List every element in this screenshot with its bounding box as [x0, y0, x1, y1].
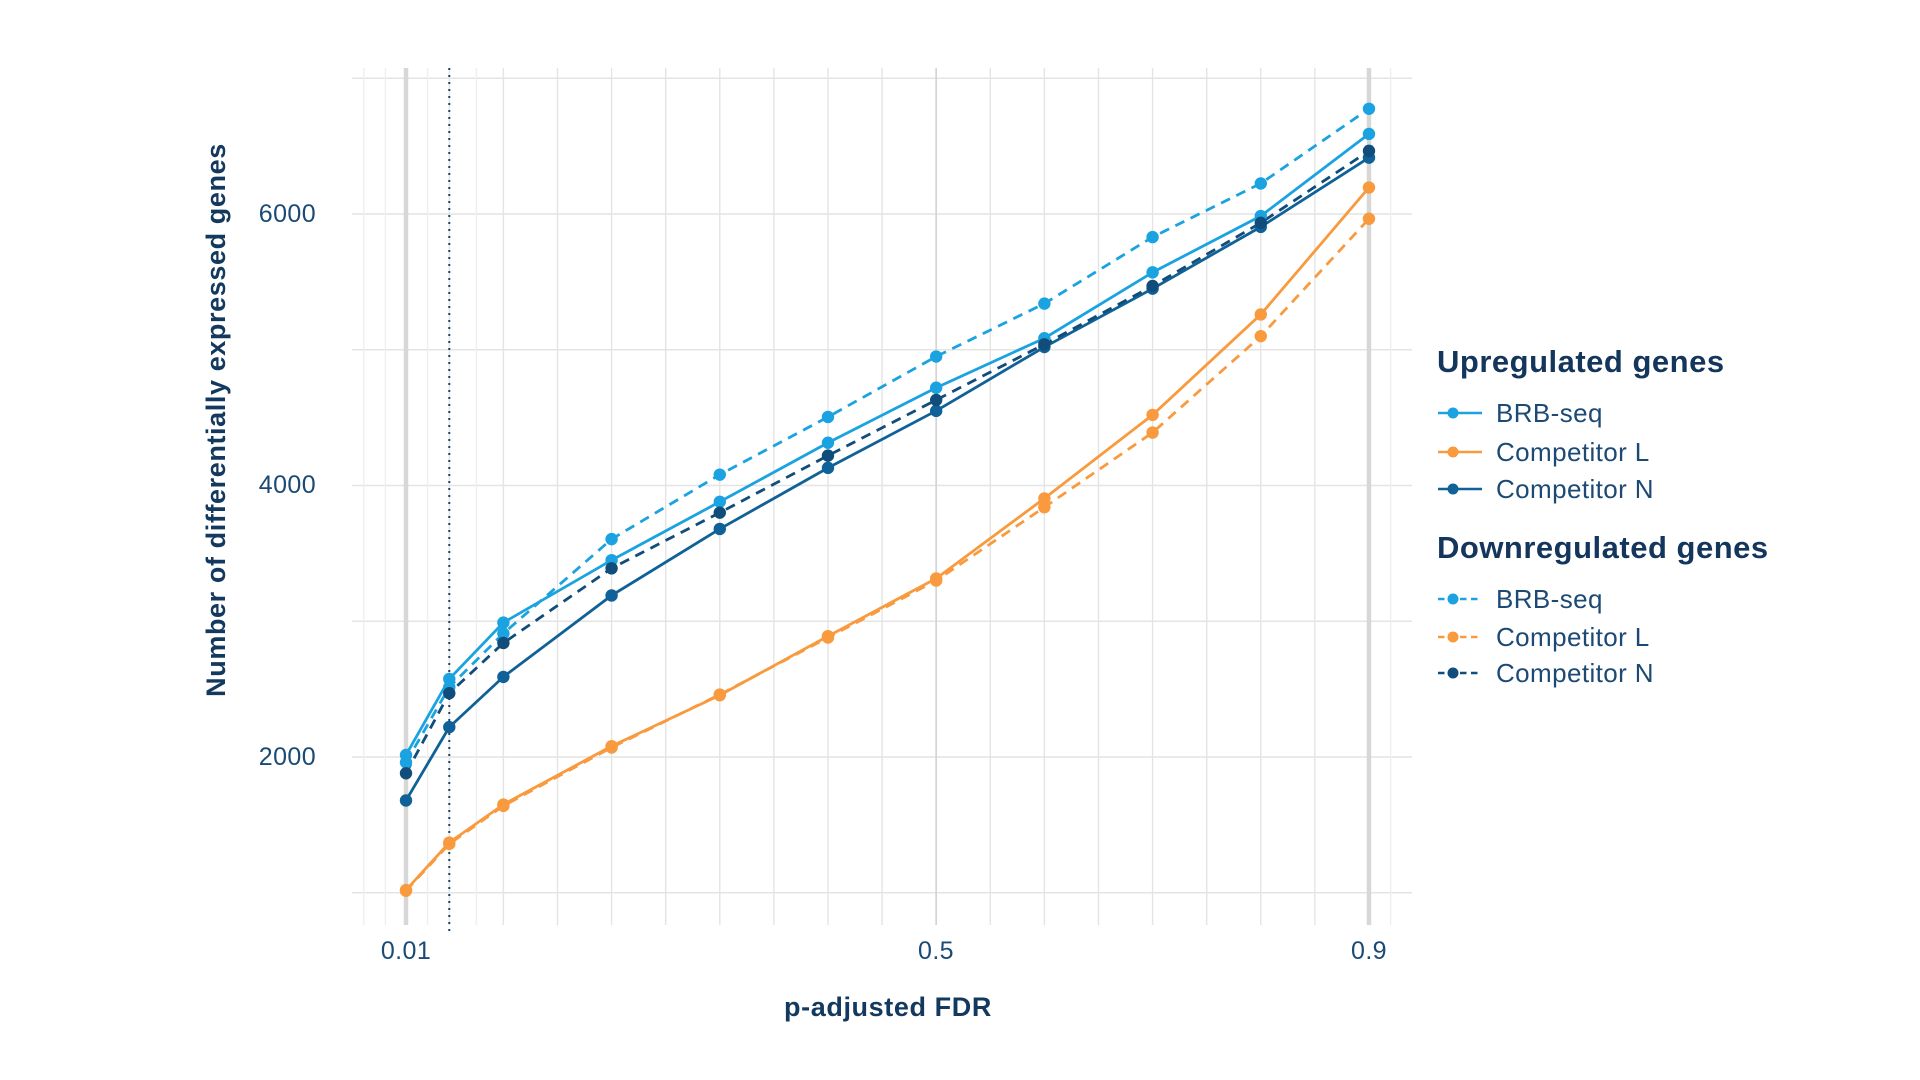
y-tick-2000: 2000 — [258, 743, 316, 771]
series-point-down-brb-seq — [1254, 177, 1267, 190]
series-point-up-competitor-n — [929, 404, 943, 418]
legend-swatch-dot — [1447, 446, 1459, 458]
series-point-down-competitor-n — [1146, 279, 1159, 293]
legend-label: Competitor L — [1496, 621, 1650, 652]
legend-group-title-downregulated: Downregulated genes — [1437, 530, 1769, 565]
series-point-down-competitor-l — [1254, 329, 1267, 343]
series-point-up-brb-seq — [821, 436, 835, 449]
x-tick-0.9: 0.9 — [1351, 937, 1387, 965]
legend-label: Competitor N — [1496, 657, 1654, 688]
legend-label: BRB-seq — [1496, 583, 1603, 614]
series-point-up-brb-seq — [1362, 127, 1376, 141]
series-point-up-brb-seq — [929, 381, 943, 394]
legend-swatch-dot — [1447, 407, 1459, 419]
series-point-down-competitor-n — [821, 449, 835, 462]
series-point-down-competitor-l — [605, 741, 618, 754]
legend-swatch-down-competitor-l — [1438, 631, 1482, 643]
series-point-down-competitor-l — [399, 884, 413, 897]
legend-item-up-competitor-n: Competitor N — [1437, 471, 1654, 507]
series-point-up-competitor-n — [821, 461, 835, 475]
legend-swatch-dot — [1447, 483, 1459, 495]
x-tick-0.5: 0.5 — [918, 937, 954, 965]
series-point-down-competitor-l — [713, 688, 726, 701]
series-point-down-competitor-n — [713, 506, 726, 519]
series-point-up-competitor-n — [713, 522, 726, 536]
series-point-down-competitor-l — [1146, 426, 1159, 439]
series-line-down-brb-seq — [404, 107, 1370, 764]
legend-item-down-brb-seq: BRB-seq — [1437, 581, 1603, 617]
legend-item-down-competitor-n: Competitor N — [1437, 655, 1654, 691]
legend-swatch-dot — [1447, 631, 1459, 643]
legend-label: Competitor N — [1496, 473, 1654, 504]
series-point-down-competitor-l — [1038, 501, 1051, 514]
series-point-down-competitor-n — [443, 686, 456, 700]
series-line-down-competitor-l — [404, 217, 1371, 892]
series-point-down-competitor-n — [497, 636, 510, 650]
series-point-up-competitor-n — [605, 589, 618, 602]
legend-swatch-up-competitor-l — [1438, 446, 1482, 458]
y-axis-title: Number of differentially expressed genes — [201, 143, 231, 697]
series-point-up-competitor-n — [443, 720, 456, 734]
y-tick-4000: 4000 — [258, 471, 316, 499]
series-point-down-competitor-n — [1038, 338, 1051, 351]
series-point-down-brb-seq — [497, 627, 510, 640]
x-axis-title: p-adjusted FDR — [784, 992, 992, 1022]
legend-swatch-up-brb-seq — [1438, 407, 1482, 419]
series-point-down-competitor-l — [821, 631, 835, 644]
series-point-down-brb-seq — [399, 756, 413, 769]
legend-swatch-down-competitor-n — [1438, 667, 1482, 679]
legend-swatch-down-brb-seq — [1438, 593, 1482, 605]
series-point-up-competitor-l — [1362, 181, 1376, 194]
series-point-down-competitor-n — [929, 393, 943, 407]
series-point-up-competitor-l — [1146, 408, 1159, 422]
legend-label: BRB-seq — [1496, 397, 1603, 428]
series-point-down-competitor-l — [929, 574, 943, 587]
series-point-up-competitor-l — [1038, 492, 1051, 505]
series-line-up-brb-seq — [404, 132, 1370, 756]
series-point-down-competitor-n — [605, 562, 618, 575]
series-point-down-brb-seq — [821, 410, 835, 424]
series-point-up-brb-seq — [497, 616, 510, 629]
series-point-down-brb-seq — [1362, 102, 1376, 115]
series-point-down-brb-seq — [929, 350, 943, 363]
legend-item-down-competitor-l: Competitor L — [1437, 619, 1650, 655]
series-point-up-competitor-n — [497, 670, 510, 684]
series-point-down-brb-seq — [605, 532, 618, 546]
series-line-down-competitor-n — [404, 149, 1370, 774]
legend-item-up-competitor-l: Competitor L — [1437, 434, 1650, 470]
series-line-up-competitor-n — [404, 156, 1370, 802]
legend-swatch-dot — [1447, 667, 1459, 679]
series-point-down-competitor-l — [497, 799, 510, 813]
legend-item-up-brb-seq: BRB-seq — [1437, 395, 1603, 431]
series-point-down-competitor-l — [1362, 212, 1376, 225]
series-line-up-competitor-l — [404, 186, 1371, 891]
legend-label: Competitor L — [1496, 436, 1650, 467]
series-point-down-competitor-n — [399, 767, 413, 780]
legend-swatch-up-competitor-n — [1438, 483, 1482, 495]
series-point-up-brb-seq — [1146, 266, 1159, 279]
series-point-up-competitor-n — [399, 794, 413, 807]
series-point-up-competitor-l — [1254, 308, 1267, 321]
x-tick-0.01: 0.01 — [380, 937, 432, 965]
series-point-down-brb-seq — [1146, 230, 1159, 244]
series-point-down-competitor-n — [1362, 144, 1376, 158]
series-point-down-brb-seq — [1038, 297, 1051, 310]
legend-group-title-upregulated: Upregulated genes — [1437, 344, 1725, 379]
series-point-up-brb-seq — [713, 495, 726, 508]
series-point-down-competitor-l — [443, 837, 456, 851]
legend-swatch-dot — [1447, 593, 1459, 605]
series-point-down-brb-seq — [713, 468, 726, 481]
y-tick-6000: 6000 — [258, 200, 316, 228]
series-point-down-competitor-n — [1254, 216, 1267, 230]
